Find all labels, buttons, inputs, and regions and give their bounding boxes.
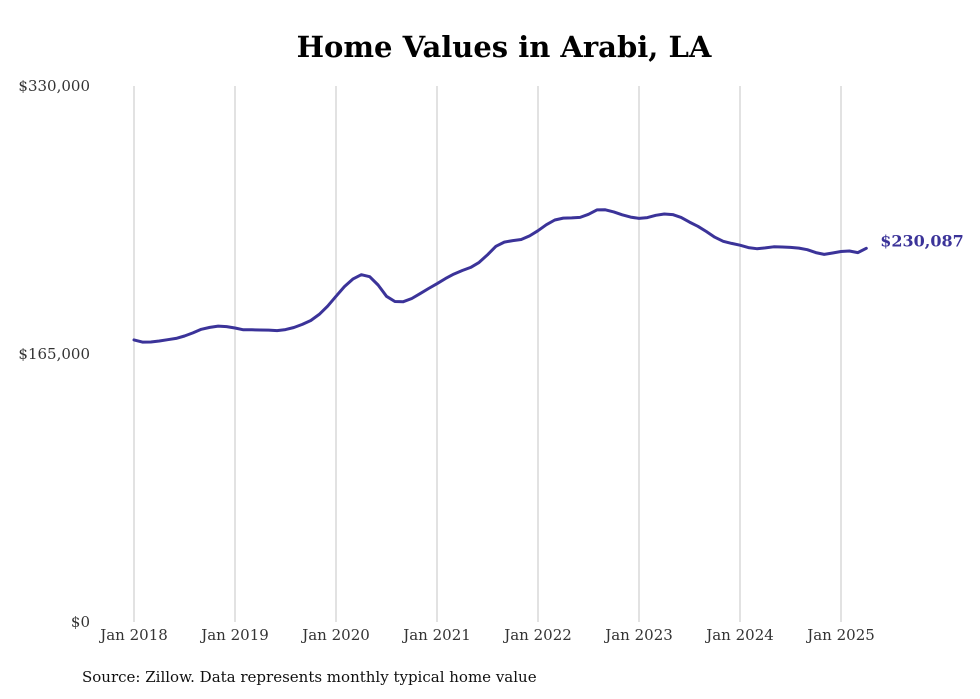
end-value-label: $230,087 bbox=[880, 231, 964, 250]
chart-title: Home Values in Arabi, LA bbox=[296, 30, 712, 64]
x-tick-label: Jan 2021 bbox=[401, 626, 471, 644]
x-tick-label: Jan 2020 bbox=[300, 626, 370, 644]
y-tick-label: $330,000 bbox=[18, 77, 90, 95]
x-tick-label: Jan 2018 bbox=[98, 626, 168, 644]
home-value-line bbox=[132, 208, 868, 344]
x-tick-label: Jan 2023 bbox=[603, 626, 673, 644]
x-axis-ticks: Jan 2018 Jan 2019 Jan 2020 Jan 2021 Jan 2022… bbox=[98, 626, 875, 644]
y-tick-label: $165,000 bbox=[18, 345, 90, 363]
x-tick-label: Jan 2025 bbox=[805, 626, 875, 644]
x-tick-label: Jan 2024 bbox=[704, 626, 774, 644]
x-tick-label: Jan 2022 bbox=[502, 626, 572, 644]
source-note: Source: Zillow. Data represents monthly … bbox=[82, 668, 537, 686]
grid-lines bbox=[133, 86, 842, 622]
y-axis-ticks: $0 $165,000 $330,000 bbox=[18, 77, 90, 631]
y-tick-label: $0 bbox=[71, 613, 90, 631]
x-tick-label: Jan 2019 bbox=[199, 626, 269, 644]
